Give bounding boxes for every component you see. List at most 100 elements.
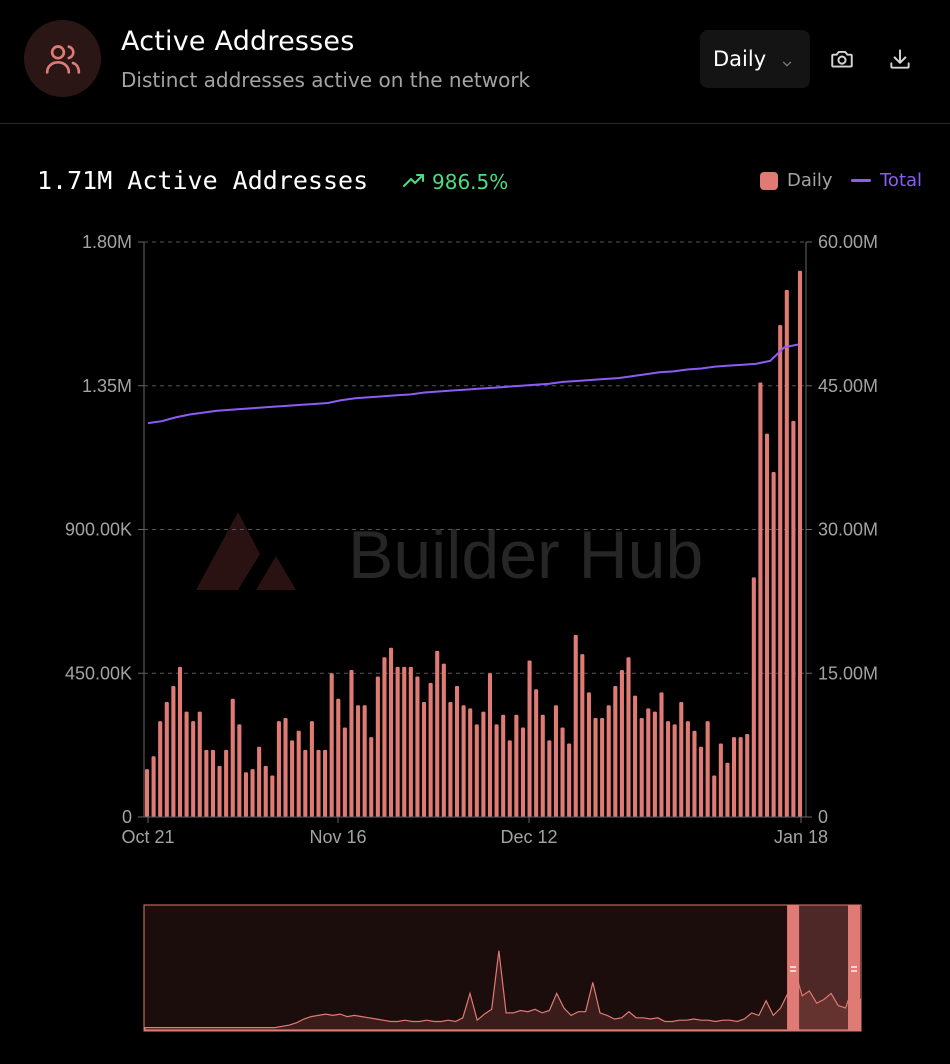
bar-daily[interactable] [375, 676, 380, 817]
bar-daily[interactable] [745, 733, 750, 817]
bar-daily[interactable] [230, 698, 235, 817]
bar-daily[interactable] [580, 654, 585, 817]
bar-daily[interactable] [600, 717, 605, 817]
bar-daily[interactable] [547, 740, 552, 817]
navigator-right-handle[interactable] [848, 905, 860, 1031]
bar-daily[interactable] [171, 686, 176, 817]
bar-daily[interactable] [699, 746, 704, 817]
bar-daily[interactable] [177, 666, 183, 817]
bar-daily[interactable] [303, 749, 308, 817]
bar-daily[interactable] [389, 647, 394, 817]
bar-daily[interactable] [441, 663, 446, 817]
bar-daily[interactable] [685, 721, 690, 817]
bar-daily[interactable] [468, 708, 473, 817]
bar-daily[interactable] [151, 756, 156, 817]
camera-icon[interactable] [827, 44, 857, 74]
bar-daily[interactable] [520, 727, 526, 817]
range-navigator[interactable] [0, 900, 950, 1040]
period-select[interactable]: Daily [700, 30, 810, 88]
bar-daily[interactable] [296, 730, 301, 817]
bar-daily[interactable] [553, 705, 558, 817]
bar-daily[interactable] [540, 714, 545, 817]
bar-daily[interactable] [692, 730, 697, 817]
bar-daily[interactable] [593, 717, 598, 817]
bar-daily[interactable] [751, 577, 756, 817]
bar-daily[interactable] [652, 711, 657, 817]
bar-daily[interactable] [428, 682, 433, 817]
bar-daily[interactable] [784, 289, 789, 818]
bar-daily[interactable] [487, 673, 493, 817]
bar-daily[interactable] [758, 382, 763, 817]
bar-daily[interactable] [705, 721, 710, 817]
bar-daily[interactable] [481, 711, 486, 817]
bar-daily[interactable] [191, 721, 196, 817]
bar-daily[interactable] [309, 721, 314, 817]
bar-daily[interactable] [197, 711, 202, 817]
bar-daily[interactable] [257, 746, 262, 817]
bar-daily[interactable] [329, 673, 334, 817]
bar-daily[interactable] [672, 724, 677, 817]
bar-daily[interactable] [382, 657, 387, 817]
bar-daily[interactable] [527, 660, 532, 817]
main-chart[interactable]: Builder Hub 1.80M 60.00M 1.35M 45.00M 900.00… [0, 0, 950, 860]
bar-daily[interactable] [342, 727, 347, 817]
navigator-selection-window[interactable] [787, 905, 860, 1031]
bar-daily[interactable] [243, 772, 248, 817]
bar-daily[interactable] [679, 702, 684, 817]
bar-daily[interactable] [619, 670, 624, 817]
bar-daily[interactable] [448, 702, 453, 817]
bar-daily[interactable] [184, 711, 189, 817]
bar-daily[interactable] [263, 765, 268, 817]
bar-daily[interactable] [217, 765, 222, 817]
bar-daily[interactable] [633, 695, 638, 817]
bar-daily[interactable] [639, 717, 644, 817]
bar-daily[interactable] [718, 743, 723, 817]
bar-daily[interactable] [507, 740, 512, 817]
bar-daily[interactable] [586, 692, 591, 817]
bar-daily[interactable] [204, 749, 209, 817]
bar-daily[interactable] [454, 686, 460, 817]
bar-daily[interactable] [764, 433, 770, 817]
bar-daily[interactable] [336, 698, 341, 817]
bar-daily[interactable] [567, 743, 572, 817]
bar-daily[interactable] [276, 721, 281, 817]
bar-daily[interactable] [514, 714, 519, 817]
bar-daily[interactable] [626, 657, 631, 817]
bar-daily[interactable] [369, 737, 374, 817]
bar-daily[interactable] [797, 270, 803, 817]
bar-daily[interactable] [415, 676, 420, 817]
bar-daily[interactable] [250, 769, 255, 817]
bar-daily[interactable] [270, 775, 275, 817]
bar-daily[interactable] [573, 634, 578, 817]
bar-daily[interactable] [349, 670, 354, 817]
bar-daily[interactable] [646, 708, 651, 817]
bar-daily[interactable] [501, 714, 506, 817]
bar-daily[interactable] [290, 740, 295, 817]
bar-daily[interactable] [435, 650, 440, 817]
bar-daily[interactable] [791, 420, 796, 817]
bar-daily[interactable] [606, 705, 611, 817]
bar-daily[interactable] [731, 737, 737, 817]
legend-item-total[interactable]: Total [851, 170, 922, 191]
bar-daily[interactable] [210, 749, 216, 817]
download-icon[interactable] [885, 44, 915, 74]
navigator-left-handle[interactable] [787, 905, 800, 1031]
bar-daily[interactable] [534, 689, 539, 817]
bar-daily[interactable] [666, 721, 671, 817]
bar-daily[interactable] [283, 717, 288, 817]
bar-daily[interactable] [323, 749, 328, 817]
bar-daily[interactable] [560, 727, 565, 817]
bar-daily[interactable] [356, 705, 361, 817]
bar-daily[interactable] [725, 762, 730, 817]
bar-daily[interactable] [659, 692, 664, 817]
bar-daily[interactable] [224, 749, 229, 817]
bar-daily[interactable] [164, 702, 169, 817]
bar-daily[interactable] [402, 666, 407, 817]
legend-item-daily[interactable]: Daily [760, 170, 833, 191]
bar-daily[interactable] [712, 775, 717, 817]
bar-daily[interactable] [474, 724, 479, 817]
bar-daily[interactable] [395, 666, 400, 817]
bar-daily[interactable] [144, 769, 150, 817]
bar-daily[interactable] [778, 325, 783, 817]
bar-daily[interactable] [237, 724, 242, 817]
